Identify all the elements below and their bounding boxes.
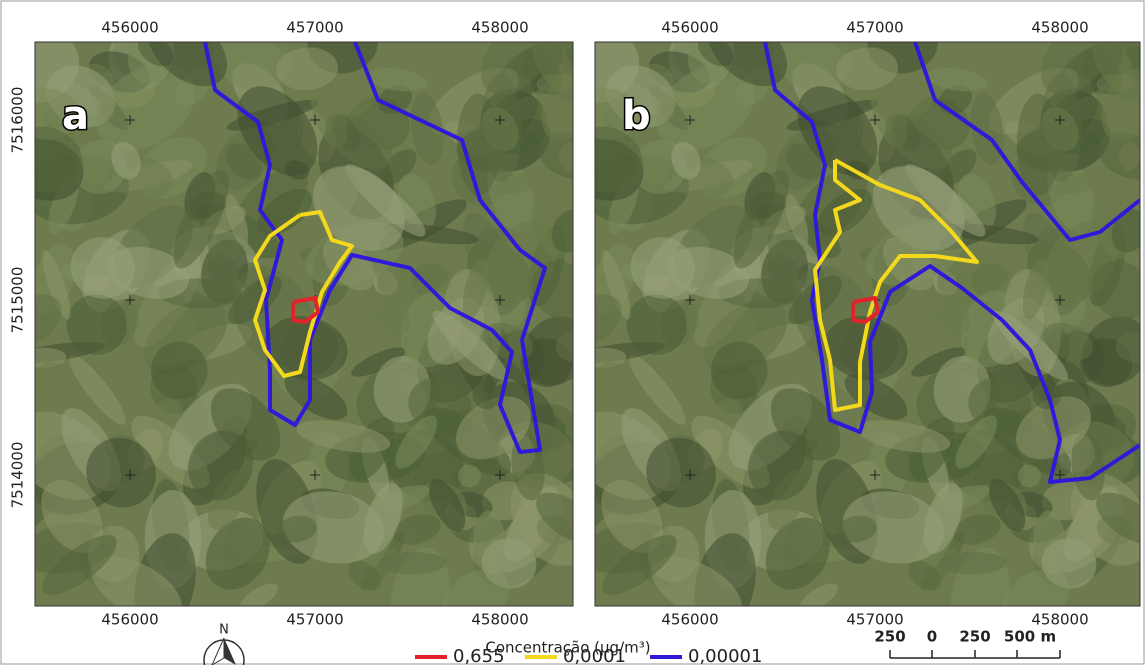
northing-label: 7514000 [9,442,27,509]
scale-label: 250 [874,628,905,646]
northing-label: 7514000 [1142,442,1145,509]
easting-label: 457000 [846,611,903,629]
easting-label: 456000 [101,19,158,37]
northing-label: 7515000 [1142,267,1145,334]
easting-label: 456000 [101,611,158,629]
panel-label: b [622,93,651,139]
legend-label: 0,655 [453,646,505,665]
easting-label: 458000 [471,19,528,37]
legend-label: 0,00001 [688,646,762,665]
easting-label: 456000 [661,19,718,37]
panel-label: a [62,93,89,139]
easting-label: 458000 [1031,19,1088,37]
figure: a b Concentração (µg/m³) N 4560004560004… [0,0,1145,665]
scale-label: 250 [959,628,990,646]
north-label: N [219,623,229,638]
legend-label: 0,0001 [563,646,626,665]
easting-label: 457000 [286,19,343,37]
northing-label: 7516000 [9,87,27,154]
northing-label: 7516000 [1142,87,1145,154]
map-panel [0,0,612,648]
easting-label: 458000 [471,611,528,629]
easting-label: 456000 [661,611,718,629]
easting-label: 457000 [846,19,903,37]
scale-label: 0 [927,628,937,646]
easting-label: 457000 [286,611,343,629]
northing-label: 7515000 [9,267,27,334]
scale-label: 500 m [1004,628,1056,646]
easting-label: 458000 [1031,611,1088,629]
